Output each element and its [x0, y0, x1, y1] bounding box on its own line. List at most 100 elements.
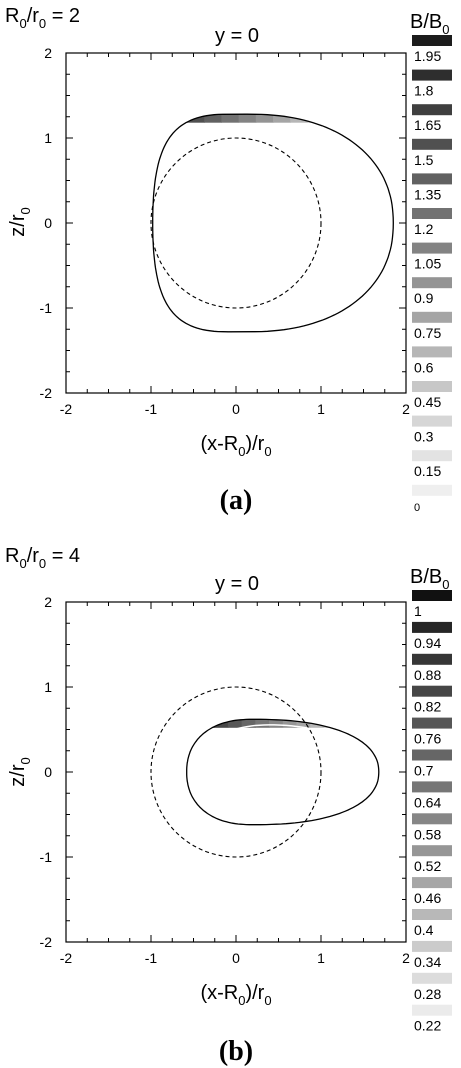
panel-b-ytick: 2	[44, 594, 52, 610]
colorbar-level-label: 0.88	[414, 667, 441, 683]
panel-b-ytick: -2	[40, 934, 53, 950]
panel-a-x-tick-labels: -2 -1 0 1 2	[60, 401, 410, 417]
colorbar-level-label: 0.34	[414, 954, 441, 970]
magnetic-axis	[273, 219, 284, 227]
colorbar-level-label: 0.6	[414, 359, 434, 375]
colorbar-level-label: 0	[414, 502, 420, 514]
panel-b-title: y = 0	[215, 573, 259, 595]
panel-b-ytick: 0	[44, 764, 52, 780]
panel-a-ytick: 1	[44, 130, 52, 146]
flux-surface	[219, 171, 333, 275]
panel-a: R0/r0 = 2 y = 0 -2 -1 0 1 2 2 1 0	[5, 5, 452, 516]
flux-surface	[272, 217, 285, 229]
panel-a-xtick: -1	[145, 401, 158, 417]
colorbar-level-label: 0.3	[414, 429, 434, 445]
flux-surface	[267, 767, 283, 777]
panel-a-ytick: -1	[40, 300, 53, 316]
field-band	[273, 114, 291, 123]
panel-a-ticks	[65, 52, 407, 394]
colorbar-swatch	[412, 940, 452, 952]
colorbar-level-label: 1.35	[414, 186, 441, 202]
panel-b-ytick: 1	[44, 679, 52, 695]
flux-surface	[256, 761, 296, 783]
field-band	[255, 114, 274, 123]
colorbar-level-label: 0.75	[414, 325, 441, 341]
panel-a-colorbar-title: B/B0	[410, 11, 449, 37]
colorbar-level-label: 0.9	[414, 290, 434, 306]
colorbar-swatch	[412, 138, 452, 150]
field-band	[227, 719, 243, 728]
colorbar-swatch	[412, 845, 452, 857]
panel-b: R0/r0 = 4 y = 0 -2 -1 0 1 2 2 1 0 -1	[5, 545, 452, 1067]
colorbar-level-label: 0.15	[414, 463, 441, 479]
flux-surface	[237, 187, 317, 259]
panel-a-xtick: 0	[232, 401, 240, 417]
field-band	[241, 719, 256, 728]
colorbar-swatch	[412, 717, 452, 729]
colorbar-level-label: 0.45	[414, 394, 441, 410]
colorbar-swatch	[412, 590, 452, 601]
colorbar-swatch	[412, 35, 452, 46]
panel-b-xtick: -1	[145, 950, 158, 966]
colorbar-swatch	[412, 484, 452, 496]
colorbar-swatch	[412, 749, 452, 761]
panel-a-xtick: 2	[402, 401, 410, 417]
panel-a-corner-label: R0/r0 = 2	[5, 5, 80, 31]
colorbar-swatch	[412, 653, 452, 665]
panel-a-y-tick-labels: 2 1 0 -1 -2	[40, 45, 53, 401]
colorbar-level-label: 0.22	[414, 1018, 441, 1034]
panel-a-flux-surfaces	[165, 124, 382, 322]
panel-a-label: (a)	[220, 485, 253, 516]
panel-b-xlabel: (x-R0)/r0	[200, 982, 271, 1008]
colorbar-level-label: 0.28	[414, 986, 441, 1002]
field-band	[296, 719, 311, 728]
colorbar-swatch	[412, 346, 452, 358]
panel-b-xtick: -2	[60, 950, 73, 966]
colorbar-swatch	[412, 311, 452, 323]
colorbar-level-label: 1.8	[414, 83, 434, 99]
panel-a-plasma-boundary	[152, 113, 394, 333]
flux-surface	[165, 124, 382, 322]
panel-b-plot-area	[65, 601, 407, 943]
colorbar-level-label: 0.76	[414, 731, 441, 747]
colorbar-level-label: 0.4	[414, 922, 434, 938]
panel-b-ticks	[65, 601, 407, 943]
panel-b-reference-circle	[150, 686, 322, 858]
colorbar-level-label: 0.52	[414, 858, 441, 874]
field-band	[221, 114, 240, 123]
panel-a-xtick: -2	[60, 401, 73, 417]
colorbar-swatch	[412, 909, 452, 920]
colorbar-swatch	[412, 781, 452, 793]
colorbar-swatch	[412, 621, 452, 633]
field-band	[204, 114, 222, 123]
colorbar-level-label: 1.65	[414, 117, 441, 133]
flux-surface	[201, 156, 349, 290]
flux-surface	[225, 742, 332, 802]
colorbar-level-label: 0.94	[414, 635, 441, 651]
panel-a-xlabel: (x-R0)/r0	[200, 433, 271, 459]
panel-b-corner-label: R0/r0 = 4	[5, 545, 80, 571]
flux-surface	[255, 202, 300, 244]
panel-a-colorbar: B/B0 1.95 1.8 1.65 1.5 1.35 1.2 1.05 0.9 0.75 0.6…	[410, 11, 452, 514]
colorbar-level-label: 1.95	[414, 48, 441, 64]
colorbar-level-label: 1.2	[414, 221, 434, 237]
colorbar-level-label: 1	[414, 603, 422, 619]
panel-b-colorbar: B/B0 1 0.94 0.88 0.82 0.76 0.7 0.64 0.58 0.52 0.4…	[410, 566, 452, 1034]
field-band	[269, 719, 284, 728]
colorbar-swatch	[412, 381, 452, 392]
colorbar-swatch	[412, 1004, 452, 1016]
colorbar-level-label: 1.05	[414, 256, 441, 272]
panel-b-x-tick-labels: -2 -1 0 1 2	[60, 950, 410, 966]
colorbar-swatch	[412, 242, 452, 254]
magnetic-axis	[269, 768, 279, 776]
colorbar-level-label: 0.7	[414, 763, 434, 779]
panel-b-xtick: 1	[317, 950, 325, 966]
colorbar-swatch	[412, 813, 452, 825]
colorbar-swatch	[412, 208, 452, 219]
panel-b-ytick: -1	[40, 849, 53, 865]
flux-surface	[241, 751, 314, 793]
panel-b-colorbar-title: B/B0	[410, 566, 449, 592]
colorbar-swatch	[412, 877, 452, 889]
colorbar-swatch	[412, 277, 452, 289]
